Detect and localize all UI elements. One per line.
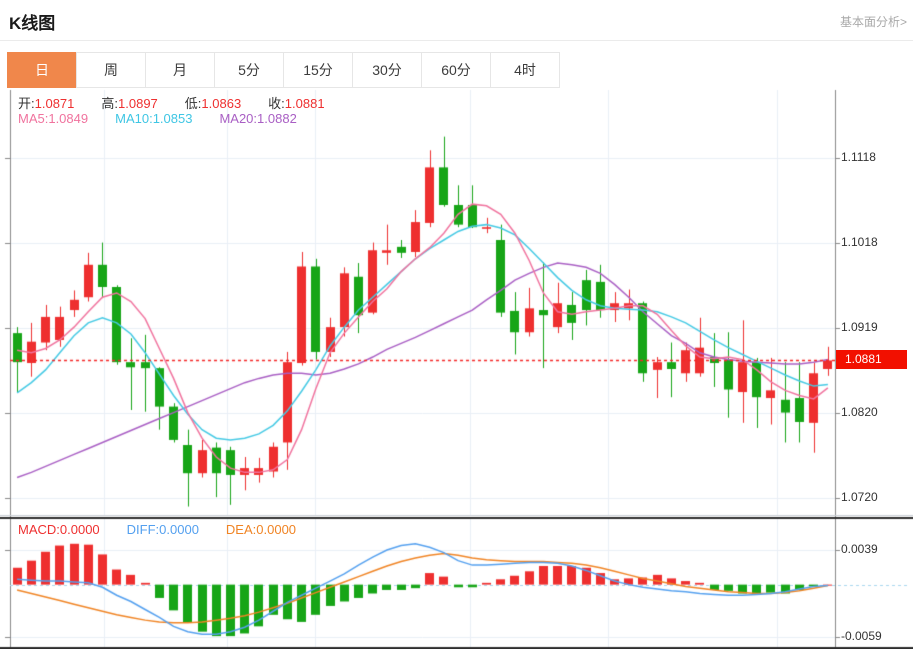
current-price-tag: 1.0881 [836,350,907,369]
tab-period-3[interactable]: 5分 [214,52,284,88]
period-tabbar: 日周月 5分 15分 30分 60分 4时 [7,52,560,88]
y-axis-label: 1.1018 [841,235,878,250]
fundamental-analysis-link[interactable]: 基本面分析> [839,15,907,29]
macd-legend: MACD:0.0000 DIFF:0.0000 DEA:0.0000 [18,522,323,537]
y-axis-label: 1.0919 [841,320,878,334]
tab-period-1[interactable]: 周 [76,52,146,88]
tab-period-7[interactable]: 4时 [490,52,560,88]
ma-legend-item-1: MA10:1.0853 [115,111,193,126]
y-axis-label: 1.0720 [841,490,878,504]
tab-period-6[interactable]: 60分 [421,52,491,88]
macd-legend-item-0: MACD:0.0000 [18,522,100,537]
ma-legend-item-2: MA20:1.0882 [219,111,297,126]
tab-period-4[interactable]: 15分 [283,52,353,88]
macd-legend-item-1: DIFF:0.0000 [126,522,199,537]
tab-period-0[interactable]: 日 [7,52,77,88]
ma-legend: MA5:1.0849 MA10:1.0853 MA20:1.0882 [18,111,324,126]
macd-legend-item-2: DEA:0.0000 [225,522,297,537]
ohlc-legend-item-1: 高:1.0897 [101,96,158,111]
ohlc-legend-item-0: 开:1.0871 [18,96,75,111]
ohlc-legend: 开:1.0871 高:1.0897 低:1.0863 收:1.0881 [18,93,352,112]
ohlc-legend-item-3: 收:1.0881 [268,96,325,111]
header: K线图 基本面分析> [0,0,913,41]
y-axis-label: 1.0820 [841,404,878,419]
y-axis-label: 1.1118 [841,150,876,164]
tab-period-2[interactable]: 月 [145,52,215,88]
y-axis-label: 0.0039 [841,542,878,556]
tab-period-5[interactable]: 30分 [352,52,422,88]
page-title: K线图 [9,14,56,33]
ma-legend-item-0: MA5:1.0849 [18,111,89,126]
y-axis-label: -0.0059 [841,629,882,643]
ohlc-legend-item-2: 低:1.0863 [184,96,242,111]
